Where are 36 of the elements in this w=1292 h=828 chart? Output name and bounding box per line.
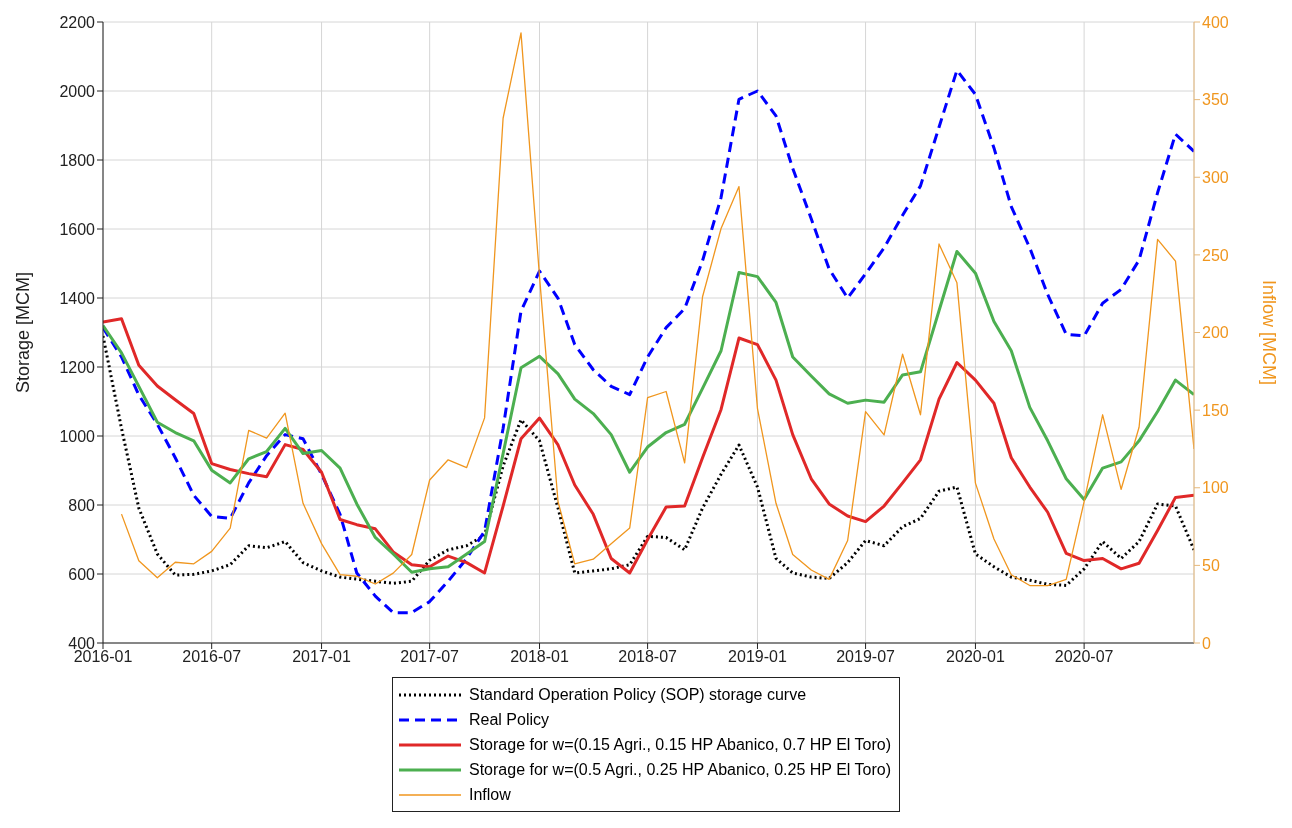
- x-tick-label: 2017-01: [292, 648, 352, 666]
- line-series: [103, 249, 1194, 574]
- y2-tick-label: 400: [1202, 13, 1229, 31]
- x-tick-label: 2020-01: [946, 648, 1005, 666]
- y2-axis-title: Inflow [MCM]: [1258, 279, 1279, 386]
- y2-tick-label: 300: [1202, 168, 1229, 186]
- x-tick-label: 2018-01: [510, 648, 569, 666]
- y2-tick-label: 50: [1202, 557, 1220, 575]
- y2-tick-label: 250: [1202, 246, 1229, 264]
- y2-tick-label: 0: [1202, 634, 1211, 652]
- legend-label: Inflow: [468, 785, 511, 804]
- legend-label: Real Policy: [468, 710, 550, 729]
- legend-label: Storage for w=(0.15 Agri., 0.15 HP Abanico, 0.7 HP El Toro): [468, 735, 892, 754]
- x-tick-label: 2020-07: [1054, 648, 1114, 666]
- legend-label: Storage for w=(0.5 Agri., 0.25 HP Abanico, 0.25 HP El Toro): [468, 760, 892, 779]
- y-tick-label: 2000: [59, 82, 96, 100]
- y-tick-label: 800: [68, 496, 96, 514]
- y-tick-label: 1600: [59, 220, 96, 238]
- y2-tick-label: 200: [1202, 324, 1229, 342]
- x-tick-label: 2019-07: [836, 648, 896, 666]
- x-tick-label: 2017-07: [400, 648, 460, 666]
- y2-tick-label: 100: [1202, 479, 1229, 497]
- x-tick-label: 2016-07: [182, 648, 242, 666]
- y-axis-title: Storage [MCM]: [13, 271, 34, 394]
- x-tick-label: 2019-01: [728, 648, 787, 666]
- y-tick-label: 1800: [59, 151, 96, 169]
- x-tick-label: 2018-07: [618, 648, 678, 666]
- legend-label: Standard Operation Policy (SOP) storage curve: [468, 685, 807, 704]
- x-tick-label: 2016-01: [73, 648, 133, 666]
- y-tick-label: 1200: [59, 358, 96, 376]
- y-tick-label: 600: [68, 565, 96, 583]
- y2-tick-label: 350: [1202, 91, 1229, 109]
- y-tick-label: 1000: [59, 427, 96, 445]
- y-tick-label: 1400: [59, 289, 96, 307]
- y2-tick-label: 150: [1202, 401, 1229, 419]
- y-tick-label: 2200: [59, 13, 96, 31]
